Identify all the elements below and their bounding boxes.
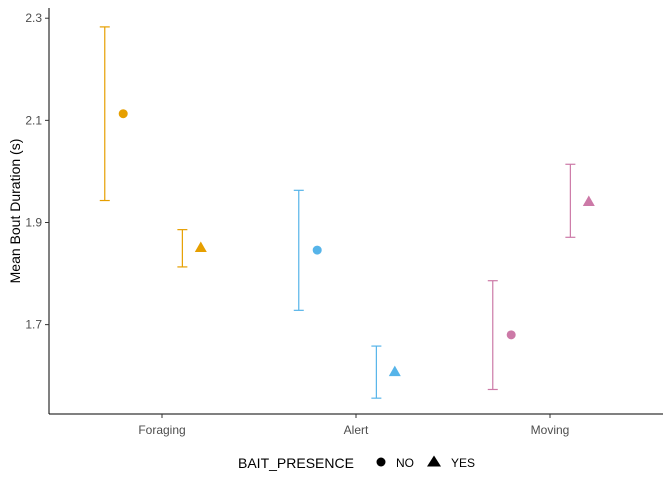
point-circle — [506, 330, 516, 340]
y-axis-title: Mean Bout Duration (s) — [7, 139, 23, 284]
y-tick-label: 1.7 — [25, 318, 42, 332]
legend-no-circle-key — [376, 457, 386, 467]
errorbar — [99, 26, 110, 202]
plot-marks — [99, 26, 595, 399]
legend-title: BAIT_PRESENCE — [238, 455, 354, 471]
point-circle — [312, 245, 322, 255]
x-tick-label: Foraging — [138, 423, 185, 437]
y-axis-ticks: 1.7 1.9 2.1 2.3 — [25, 11, 49, 332]
point-triangle — [388, 365, 401, 377]
legend: BAIT_PRESENCE NO YES — [238, 455, 475, 471]
y-tick-label: 2.3 — [25, 11, 42, 25]
y-tick-label: 2.1 — [25, 113, 42, 127]
point-triangle — [194, 241, 207, 253]
x-tick-label: Moving — [531, 423, 570, 437]
errorbar — [487, 280, 498, 391]
errorbar — [371, 345, 382, 399]
errorbar — [293, 189, 304, 311]
x-tick-label: Alert — [344, 423, 369, 437]
errorbar — [565, 163, 576, 238]
point-circle — [118, 109, 128, 119]
x-axis-ticks: Foraging Alert Moving — [138, 414, 569, 437]
errorbar — [177, 229, 188, 268]
legend-label-no: NO — [396, 456, 414, 470]
legend-label-yes: YES — [451, 456, 475, 470]
legend-yes-triangle-key — [427, 455, 441, 467]
point-triangle — [582, 195, 595, 207]
y-tick-label: 1.9 — [25, 215, 42, 229]
